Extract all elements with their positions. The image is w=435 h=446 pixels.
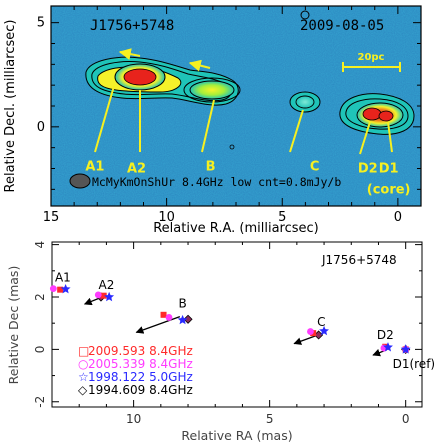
top-component-label: (core) [367, 182, 411, 197]
legend: □2009.593 8.4GHz○ 2005.339 8.4GHz☆ 1998.12… [78, 344, 193, 397]
marker-circle [49, 285, 57, 293]
top-axis-tick-labels: 15 10 5 0 0 5 [37, 16, 402, 225]
legend-symbol: ○ [78, 357, 88, 371]
epoch-label: 2009-08-05 [300, 18, 384, 34]
source-emission [85, 10, 415, 150]
top-x-tick-label: 10 [158, 210, 175, 225]
noise-contour [300, 10, 310, 20]
marker-star [104, 291, 115, 302]
marker-star [400, 344, 411, 354]
bottom-x-tick-label: 10 [126, 412, 141, 426]
noise-contour-2 [229, 144, 235, 150]
legend-symbol: □ [78, 344, 89, 358]
marker-circle [165, 314, 173, 321]
component-D [339, 93, 415, 135]
proper-motion-panel: 10 5 0 -2 0 2 4 A1 A2 B C D2 D1(ref) J1756+5748 □20… [6, 241, 435, 443]
contour-B-1 [183, 77, 241, 103]
bottom-x-tick-label: 5 [266, 412, 274, 426]
marker-square [160, 311, 167, 318]
bottom-y-tick-label: 4 [33, 241, 47, 249]
top-component-label: A1 [85, 159, 104, 174]
position-markers [49, 283, 411, 354]
contour-A-5 [123, 68, 157, 86]
legend-entry: 2005.339 8.4GHz [88, 357, 193, 371]
component-labels-bottom: A1 A2 B C D2 D1(ref) [55, 270, 435, 370]
beam-caption: McMyKmOnShUr 8.4GHz low cnt=0.8mJy/b [92, 175, 341, 189]
top-y-axis-label: Relative Decl. (milliarcsec) [3, 20, 18, 193]
top-component-label: D1 [379, 162, 399, 177]
beam-ellipse [69, 173, 91, 189]
bottom-component-label: A2 [98, 278, 114, 292]
legend-symbol: ◇ [78, 383, 88, 397]
scale-bar-label: 20pc [357, 52, 384, 63]
top-component-label: D2 [358, 162, 378, 177]
marker-circle [94, 291, 102, 299]
component-labels-top: A1 A2 B C D2 D1 (core) [85, 159, 410, 197]
bottom-source-label: J1756+5748 [321, 253, 397, 267]
component-C [289, 91, 321, 113]
motion-arrow-B [188, 59, 211, 72]
contour-D-5 [378, 110, 394, 122]
bottom-component-label: B [178, 297, 186, 311]
top-y-tick-label: 0 [37, 120, 45, 135]
top-x-tick-label: 5 [278, 210, 286, 225]
component-A [85, 56, 239, 106]
pointer-D2 [359, 121, 371, 155]
bottom-axis-ticks [52, 242, 422, 407]
pointer-B [201, 99, 215, 153]
pointer-D1 [387, 121, 393, 153]
motion-arrow [135, 316, 181, 334]
top-x-tick-label: 15 [43, 210, 60, 225]
bottom-component-label: C [317, 315, 325, 329]
legend-entry: 1998.122 5.0GHz [88, 370, 193, 384]
top-component-label: C [310, 159, 320, 174]
motion-arrow-A [118, 48, 141, 61]
top-x-axis-label: Relative R.A. (milliarcsec) [153, 221, 319, 236]
source-label: J1756+5748 [90, 18, 174, 34]
bottom-plot-frame [51, 241, 423, 408]
top-component-label: B [206, 159, 216, 174]
bottom-y-axis-label: Relative Dec (mas) [6, 266, 21, 385]
bottom-component-label: A1 [55, 270, 71, 284]
marker-diamond [183, 314, 193, 324]
top-x-tick-label: 0 [394, 210, 402, 225]
contour-D-2 [345, 98, 409, 130]
bottom-component-label: D1(ref) [393, 357, 435, 371]
pointer-A1 [94, 85, 115, 153]
bottom-y-tick-label: 0 [33, 346, 47, 354]
marker-star [60, 283, 71, 294]
marker-star [319, 325, 329, 336]
contour-C-2 [295, 95, 315, 109]
marker-star [383, 342, 393, 352]
component-B [183, 77, 241, 103]
marker-square [57, 286, 64, 293]
vlbi-image-panel: A1 A2 B C D2 D1 (core) J1756+5748 2009-08-05 2… [3, 5, 422, 236]
marker-square [100, 292, 107, 299]
motion-arrow [293, 335, 317, 345]
pointer-C [289, 109, 304, 153]
marker-star [177, 314, 188, 325]
bottom-axis-tick-labels: 10 5 0 -2 0 2 4 [33, 241, 409, 426]
bottom-x-axis-label: Relative RA (mas) [181, 428, 292, 443]
marker-circle [307, 328, 314, 335]
bottom-component-label: D2 [377, 328, 394, 342]
bottom-x-tick-label: 0 [402, 412, 410, 426]
bottom-y-tick-label: 2 [33, 293, 47, 301]
component-pointers [94, 85, 393, 155]
bottom-y-tick-label: -2 [33, 396, 47, 408]
top-axis-ticks [50, 6, 422, 206]
legend-entry: 1994.609 8.4GHz [88, 383, 193, 397]
contour-B-2 [189, 80, 235, 100]
contour-D-4 [362, 107, 382, 121]
top-component-label: A2 [127, 162, 146, 177]
top-y-tick-label: 5 [37, 16, 45, 31]
legend-symbol: ☆ [78, 370, 89, 384]
motion-arrows-top [118, 48, 211, 72]
legend-entry: 2009.593 8.4GHz [88, 344, 193, 358]
